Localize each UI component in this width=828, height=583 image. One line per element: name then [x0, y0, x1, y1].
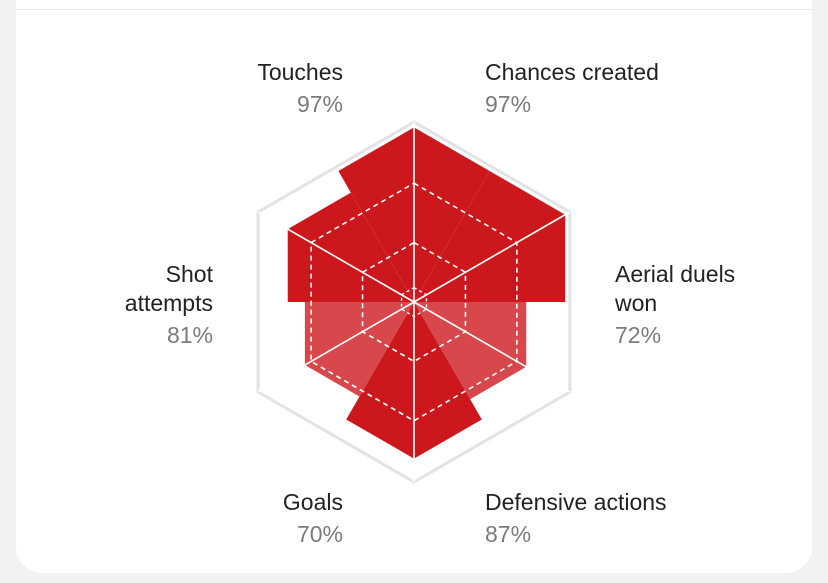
radar-spoke-6 [257, 211, 415, 303]
axis-value-aerial-duels-won: 72% [615, 322, 662, 348]
axis-label-aerial-duels-won: Aerial duels won 72% [615, 260, 765, 350]
axis-label-touches: Touches 97% [257, 58, 343, 119]
radar-sector-shot-attempts [287, 192, 414, 302]
axis-value-goals: 70% [296, 521, 343, 547]
radar-sector-chances-created [414, 171, 566, 302]
axis-value-shot-attempts: 81% [166, 322, 213, 348]
radar-spoke-2 [413, 211, 571, 303]
axis-label-goals: Goals 70% [283, 488, 343, 549]
axis-name-touches: Touches [257, 59, 343, 85]
axis-value-touches: 97% [296, 91, 343, 117]
card-divider [16, 9, 812, 10]
axis-value-defensive-actions: 87% [485, 521, 532, 547]
axis-name-shot-attempts: Shot attempts [124, 261, 213, 316]
axis-label-shot-attempts: Shot attempts 81% [93, 260, 213, 350]
axis-label-chances-created: Chances created 97% [485, 58, 659, 119]
radar-spoke-5 [257, 301, 415, 393]
axis-name-defensive-actions: Defensive actions [485, 489, 667, 515]
axis-label-defensive-actions: Defensive actions 87% [485, 488, 667, 549]
axis-name-aerial-duels-won: Aerial duels won [615, 261, 736, 316]
axis-name-chances-created: Chances created [485, 59, 659, 85]
radar-sector-aerial-duels-won [414, 302, 527, 400]
radar-spoke-3 [413, 301, 571, 393]
axis-value-chances-created: 97% [485, 91, 532, 117]
axis-name-goals: Goals [282, 489, 343, 515]
